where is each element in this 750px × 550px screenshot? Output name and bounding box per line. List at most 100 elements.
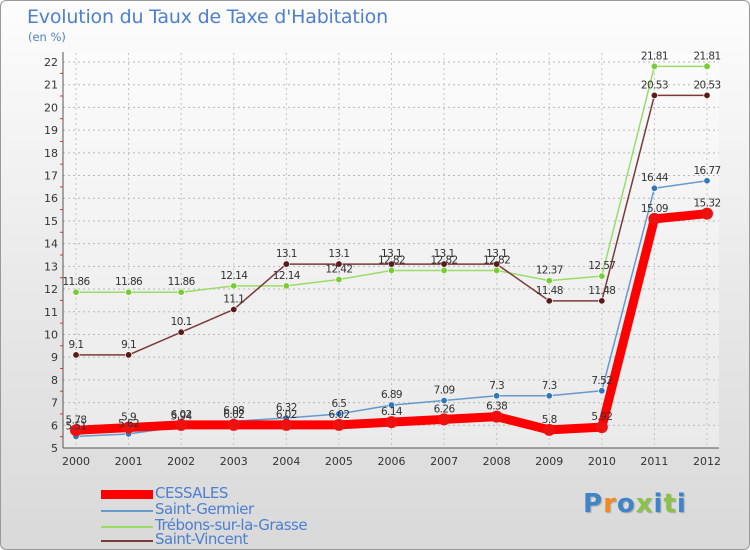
y-tick-label: 15: [44, 215, 58, 228]
data-label: 11.1: [223, 293, 244, 305]
data-point: [387, 401, 395, 409]
y-axis-label: (en %): [28, 30, 66, 44]
x-tick-label: 2004: [272, 455, 300, 468]
data-label: 13.1: [434, 248, 455, 260]
data-point: [335, 410, 343, 418]
brand-letter: P: [583, 489, 604, 519]
data-label: 16.77: [693, 165, 720, 177]
data-point: [490, 410, 503, 423]
data-point: [493, 260, 501, 268]
data-label: 12.82: [431, 254, 458, 266]
y-tick-label: 14: [44, 238, 58, 251]
x-tick-label: 2003: [220, 455, 248, 468]
data-point: [335, 260, 343, 268]
data-label: 6.38: [486, 401, 507, 413]
data-point: [282, 282, 290, 290]
data-label: 5.51: [66, 420, 87, 432]
data-label: 6.26: [434, 403, 456, 415]
y-tick-label: 13: [44, 260, 58, 273]
data-point: [125, 288, 133, 296]
y-tick-label: 5: [51, 442, 58, 455]
data-label: 11.86: [62, 276, 90, 288]
data-point: [175, 418, 188, 431]
chart-title: Evolution du Taux de Taxe d'Habitation: [27, 6, 388, 28]
data-point: [493, 266, 501, 274]
legend-label: Trébons-sur-la-Grasse: [155, 516, 308, 534]
data-label: 5.9: [121, 412, 136, 424]
y-tick-label: 16: [44, 192, 58, 205]
data-label: 15.09: [641, 203, 668, 215]
data-point: [335, 276, 343, 284]
data-label: 5.8: [542, 414, 557, 426]
data-label: 12.42: [325, 264, 352, 276]
data-label: 5.62: [118, 418, 139, 430]
brand-letter: i: [676, 489, 687, 519]
legend-label: Saint-Vincent: [155, 530, 248, 548]
data-point: [177, 328, 185, 336]
legend-swatch: [101, 490, 153, 499]
data-point: [72, 288, 80, 296]
data-point: [70, 424, 82, 437]
data-label: 12.14: [273, 270, 301, 282]
data-point: [125, 351, 133, 359]
data-point: [701, 207, 713, 220]
data-label: 12.37: [536, 265, 563, 277]
x-tick-label: 2002: [167, 455, 195, 468]
data-label: 11.48: [588, 285, 615, 297]
legend-swatch: [101, 526, 153, 528]
data-point: [438, 413, 451, 426]
x-tick-label: 2005: [325, 455, 353, 468]
data-label: 6.02: [276, 409, 297, 421]
data-point: [545, 297, 553, 305]
data-label: 5.78: [66, 414, 87, 426]
data-point: [543, 423, 556, 436]
data-label: 6.89: [381, 389, 402, 401]
data-point: [332, 418, 345, 431]
data-point: [545, 277, 553, 285]
x-tick-label: 2008: [483, 455, 511, 468]
data-label: 11.86: [168, 276, 196, 288]
data-label: 11.86: [115, 276, 143, 288]
data-label: 10.1: [171, 316, 192, 328]
x-tick-label: 2011: [640, 455, 668, 468]
x-tick-label: 2001: [115, 455, 143, 468]
data-label: 12.82: [483, 254, 510, 266]
brand-letter: r: [603, 489, 617, 519]
data-point: [440, 266, 448, 274]
brand-logo: Proxiti: [583, 489, 687, 519]
data-label: 7.09: [434, 385, 455, 397]
data-label: 13.1: [328, 248, 349, 260]
data-point: [72, 351, 80, 359]
legend-item-saint-vincent: Saint-Vincent: [101, 530, 361, 548]
y-tick-label: 11: [44, 306, 58, 319]
data-label: 7.3: [489, 380, 504, 392]
x-tick-label: 2007: [430, 455, 458, 468]
data-point: [703, 91, 711, 99]
y-tick-label: 20: [44, 101, 58, 114]
data-label: 7.52: [591, 375, 612, 387]
data-label: 7.3: [542, 380, 557, 392]
brand-letter: o: [616, 489, 636, 519]
data-label: 16.44: [641, 172, 669, 184]
brand-letter: t: [663, 489, 677, 519]
x-tick-label: 2012: [693, 455, 721, 468]
y-tick-label: 18: [44, 147, 58, 160]
data-point: [177, 288, 185, 296]
data-label: 6.02: [223, 409, 244, 421]
data-point: [230, 305, 238, 313]
data-label: 6.5: [331, 398, 346, 410]
x-tick-label: 2000: [62, 455, 90, 468]
data-point: [703, 177, 711, 185]
data-point: [227, 418, 240, 431]
data-point: [493, 392, 501, 400]
y-tick-label: 7: [51, 397, 58, 410]
legend-swatch: [101, 510, 153, 512]
legend-item-saint-germier: Saint-Germier: [101, 500, 361, 518]
y-tick-label: 12: [44, 283, 58, 296]
brand-letter: x: [635, 489, 654, 519]
data-point: [387, 266, 395, 274]
data-label: 5.94: [171, 411, 193, 423]
x-tick-label: 2009: [535, 455, 563, 468]
